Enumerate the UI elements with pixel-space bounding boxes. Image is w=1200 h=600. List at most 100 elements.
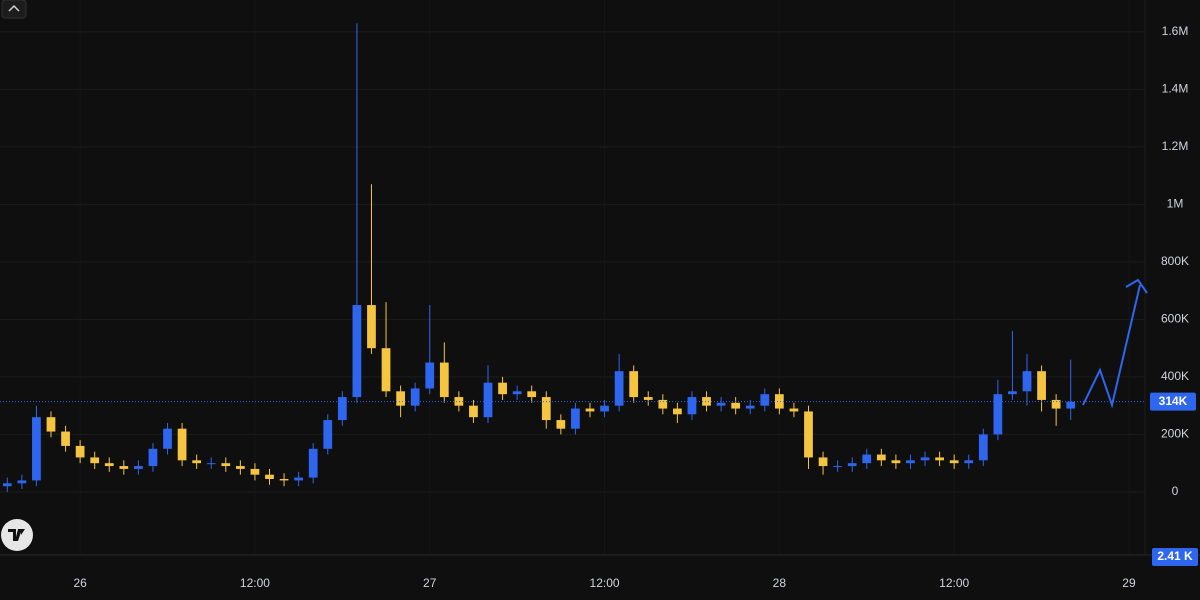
y-tick-label: 1.6M <box>1162 24 1189 38</box>
candle-body <box>643 397 653 400</box>
y-tick-label: 0 <box>1172 484 1179 498</box>
candle-body <box>206 463 216 465</box>
y-tick-label: 800K <box>1161 254 1189 268</box>
candle-body <box>425 362 435 389</box>
candle-body <box>978 434 988 461</box>
y-tick-label: 1M <box>1167 197 1184 211</box>
candle-body <box>891 460 901 464</box>
candle-body <box>250 468 260 475</box>
candle-body <box>658 399 668 409</box>
candle-body <box>1008 391 1017 395</box>
candle-body <box>512 391 522 395</box>
candle-body <box>600 405 609 412</box>
candle-body <box>75 445 85 458</box>
candle-body <box>483 382 493 418</box>
candle-body <box>935 457 944 461</box>
candle-body <box>469 405 478 418</box>
candle-body <box>760 394 770 406</box>
candle-body <box>104 463 114 467</box>
candle-body <box>818 457 828 467</box>
candle-body <box>17 480 27 484</box>
candle-body <box>396 391 405 406</box>
candle-body <box>862 454 872 464</box>
candle-body <box>876 454 886 461</box>
candle-body <box>323 420 333 449</box>
annotation-arrow <box>1082 284 1141 409</box>
candle-body <box>687 397 697 415</box>
candle-body <box>134 466 143 469</box>
candle-body <box>789 408 799 412</box>
candle-body <box>90 457 100 464</box>
candle-body <box>177 428 187 461</box>
y-tick-label: 600K <box>1161 312 1189 326</box>
candle-body <box>527 391 537 398</box>
candle-body <box>964 460 974 464</box>
y-tick-label: 1.4M <box>1162 82 1189 96</box>
candle-body <box>629 371 639 398</box>
candle-body <box>61 431 70 446</box>
candle-body <box>265 474 274 479</box>
candle-body <box>2 483 12 487</box>
candle-body <box>439 362 449 398</box>
candle-body <box>833 466 842 468</box>
candle-body <box>745 405 755 409</box>
x-tick-label: 12:00 <box>240 576 270 590</box>
candle-body <box>32 417 41 481</box>
collapse-icon <box>8 4 20 12</box>
candle-body <box>716 402 726 406</box>
y-tick-label: 1.2M <box>1162 139 1189 153</box>
candle-body <box>294 477 304 481</box>
candle-body <box>337 397 347 421</box>
candle-body <box>731 402 741 409</box>
candle-body <box>847 463 857 467</box>
candles <box>2 23 1076 492</box>
x-tick-label: 27 <box>423 576 437 590</box>
candle-body <box>702 397 711 406</box>
annotation-arrow-head <box>1125 278 1148 294</box>
candle-body <box>46 417 56 432</box>
candle-body <box>673 408 682 415</box>
candle-body <box>221 463 231 467</box>
y-tick-label: 200K <box>1161 427 1189 441</box>
candle-body <box>949 460 959 464</box>
x-tick-label: 12:00 <box>590 576 620 590</box>
candle-body <box>235 466 245 469</box>
x-tick-label: 12:00 <box>939 576 969 590</box>
candle-body <box>119 466 129 469</box>
candle-body <box>163 428 172 449</box>
volume-label-box <box>1152 548 1198 566</box>
candle-body <box>454 397 464 406</box>
logo-mark <box>8 529 25 541</box>
candle-body <box>993 394 1003 435</box>
candle-body <box>614 371 624 406</box>
candle-body <box>367 305 376 349</box>
candle-body <box>906 460 915 464</box>
candle-body <box>1051 399 1061 409</box>
candle-body <box>410 388 420 406</box>
candle-body <box>585 408 595 412</box>
candle-body <box>279 478 289 481</box>
y-tick-label: 400K <box>1161 369 1189 383</box>
candle-body <box>556 420 566 429</box>
candle-body <box>804 411 813 458</box>
x-tick-label: 29 <box>1122 576 1136 590</box>
volume-label: 2.41 K <box>1157 549 1193 563</box>
x-tick-label: 28 <box>773 576 787 590</box>
candle-body <box>381 348 391 392</box>
x-tick-label: 26 <box>73 576 87 590</box>
candle-body <box>498 382 507 395</box>
candle-body <box>1022 371 1032 392</box>
candle-body <box>192 460 202 464</box>
last-price-label: 314K <box>1159 394 1188 408</box>
candle-body <box>308 448 318 478</box>
candle-body <box>148 448 158 467</box>
grid <box>0 31 1145 493</box>
candle-body <box>1037 371 1046 400</box>
candle-body <box>541 397 551 421</box>
candle-body <box>920 457 930 461</box>
candle-body <box>571 408 580 429</box>
collapse-button[interactable] <box>1 0 27 19</box>
candle-body <box>1066 401 1076 409</box>
